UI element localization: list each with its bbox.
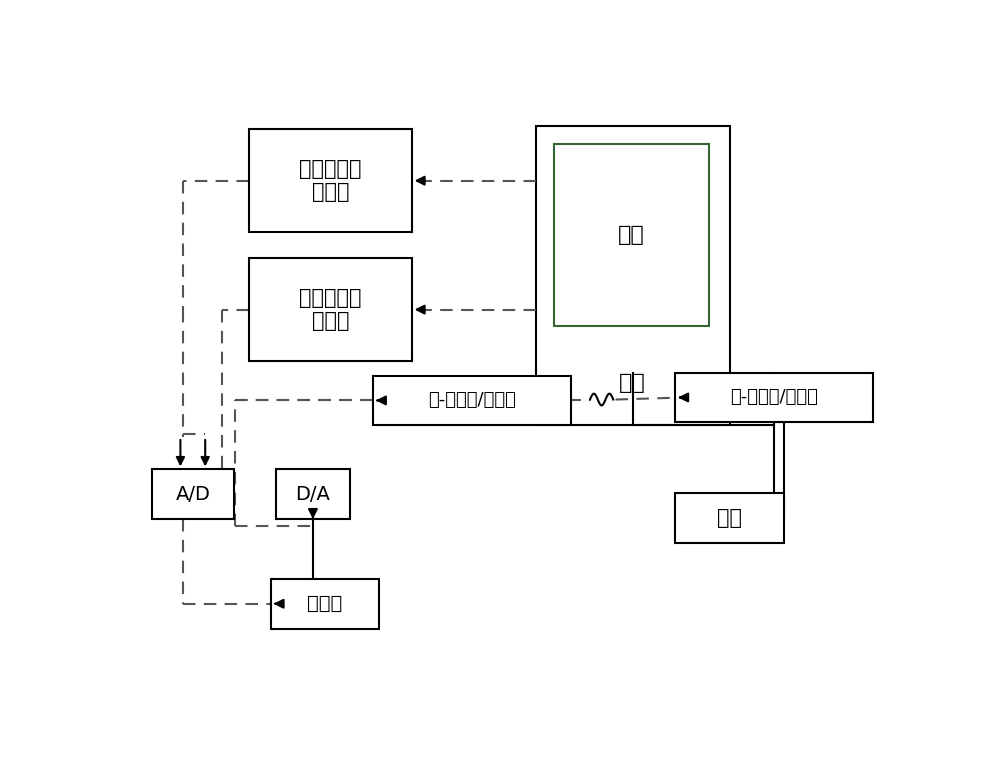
Bar (373, 375, 571, 425)
Bar (271, 579, 379, 629)
Text: 油囊: 油囊 (618, 225, 644, 245)
Bar (554, 144, 709, 326)
Bar (152, 470, 234, 519)
Text: D/A: D/A (296, 485, 330, 504)
Text: 控制器: 控制器 (307, 594, 343, 613)
Bar (249, 129, 412, 232)
Text: 油筱: 油筱 (619, 374, 646, 393)
Bar (536, 126, 730, 425)
Text: 高精度压力
传感器: 高精度压力 传感器 (299, 159, 362, 202)
Bar (249, 258, 412, 361)
Text: 电-气比例/伺服阀: 电-气比例/伺服阀 (428, 391, 516, 409)
Text: 电-气比例/伺服阀: 电-气比例/伺服阀 (730, 388, 818, 406)
Text: 气源: 气源 (717, 508, 742, 527)
Bar (675, 373, 873, 422)
Text: A/D: A/D (175, 485, 210, 504)
Text: 高精度压力
传感器: 高精度压力 传感器 (299, 288, 362, 331)
Bar (675, 492, 784, 543)
Bar (276, 470, 350, 519)
